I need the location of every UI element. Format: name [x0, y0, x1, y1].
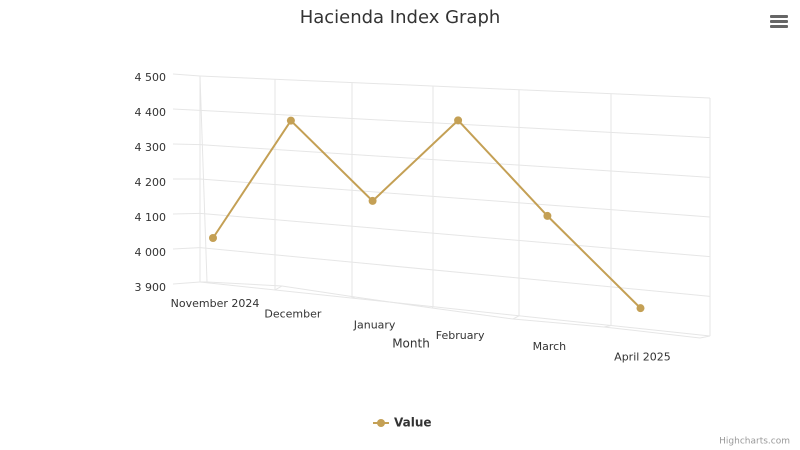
series — [209, 116, 645, 313]
data-point — [636, 304, 645, 313]
grid-line — [199, 75, 711, 99]
floor-edge — [206, 281, 701, 339]
y-tick — [172, 281, 201, 285]
x-tick-label: March — [533, 340, 567, 353]
y-tick — [172, 73, 201, 77]
floor-line — [512, 315, 520, 320]
y-tick — [172, 247, 201, 250]
floor-line — [699, 335, 711, 339]
menu-bar — [770, 25, 788, 28]
menu-bar — [770, 15, 788, 18]
data-point — [543, 211, 552, 220]
credits[interactable]: Highcharts.com — [719, 437, 790, 447]
data-point — [209, 234, 217, 242]
y-tick-label: 4 200 — [135, 176, 167, 189]
y-tick-label: 4 100 — [135, 211, 167, 224]
data-point — [454, 116, 463, 125]
x-axis-title: Month — [392, 337, 430, 351]
grid-line — [199, 144, 711, 178]
y-tick — [172, 143, 201, 146]
menu-bar — [770, 20, 788, 23]
x-tick-label: December — [264, 308, 322, 321]
x-tick-label: November 2024 — [171, 297, 260, 310]
y-tick-label: 4 300 — [135, 141, 167, 154]
grid-line — [199, 178, 711, 218]
grid-line — [199, 247, 711, 297]
data-point — [286, 116, 295, 125]
y-tick-label: 3 900 — [135, 281, 167, 294]
y-tick — [172, 108, 201, 111]
grid-line — [199, 281, 711, 337]
y-tick — [172, 212, 201, 215]
floor-line — [274, 285, 283, 291]
menu-button[interactable] — [770, 15, 788, 28]
legend-label: Value — [394, 416, 432, 430]
chart-title: Hacienda Index Graph — [300, 7, 501, 28]
series-line — [212, 118, 642, 309]
x-tick-label: January — [353, 318, 396, 331]
y-tick-label: 4 500 — [135, 71, 167, 84]
data-point — [368, 196, 377, 205]
x-tick-label: April 2025 — [614, 351, 671, 364]
x-tick-label: February — [436, 329, 485, 342]
y-tick-label: 4 400 — [135, 106, 167, 119]
legend-marker — [377, 419, 385, 427]
y-tick-label: 4 000 — [135, 246, 167, 259]
legend-item[interactable]: Value — [373, 416, 432, 430]
grid-line — [199, 212, 711, 258]
